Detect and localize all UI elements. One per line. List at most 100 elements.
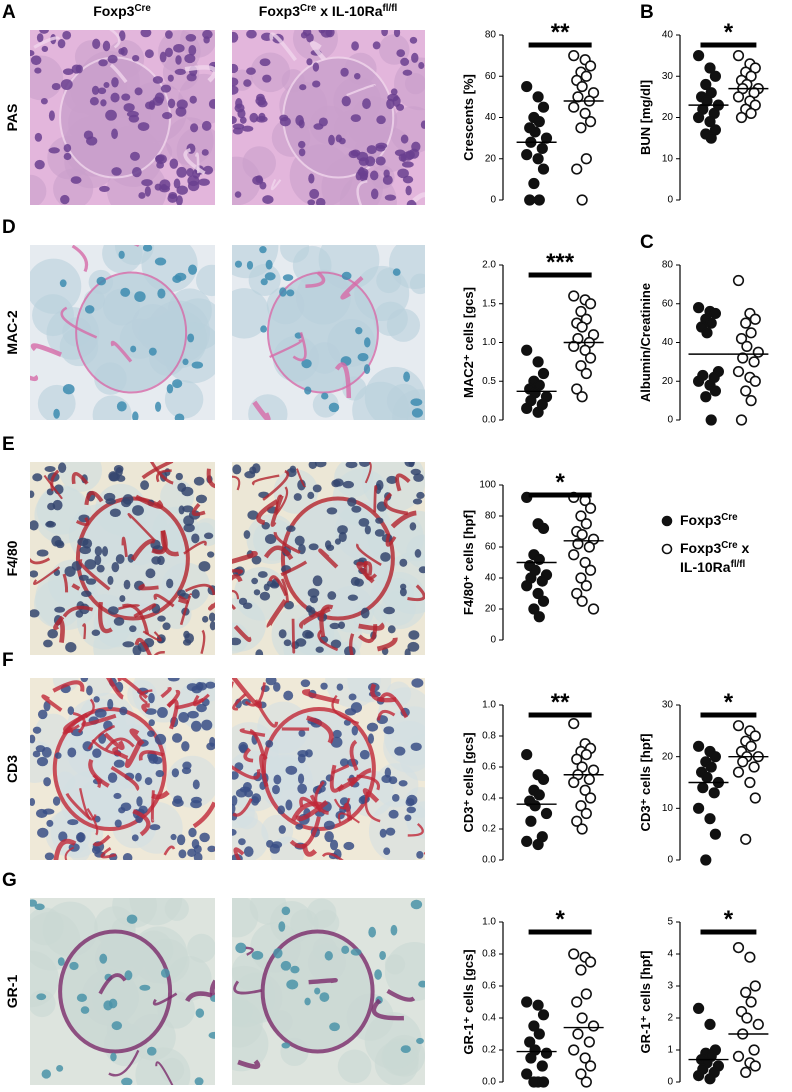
stain — [270, 495, 284, 527]
nucleus — [199, 832, 210, 843]
data-point — [584, 502, 597, 514]
data-point — [532, 91, 544, 103]
nucleus — [138, 192, 146, 199]
nucleus — [159, 51, 167, 63]
nucleus — [350, 948, 362, 956]
nucleus — [42, 808, 55, 815]
stain — [81, 623, 87, 640]
nucleus — [32, 750, 41, 758]
data-point — [532, 406, 544, 418]
nucleus — [414, 549, 422, 558]
nucleus — [409, 36, 418, 44]
stain — [346, 83, 376, 97]
nucleus — [368, 926, 377, 938]
text-part: x — [738, 540, 750, 556]
y-tick-label: 0.2 — [482, 1045, 496, 1056]
column-title: Foxp3Cre — [93, 3, 151, 20]
data-point — [700, 854, 712, 866]
nucleus — [64, 566, 76, 577]
nucleus — [181, 486, 194, 497]
nucleus — [305, 631, 314, 639]
data-point — [704, 813, 716, 825]
nucleus — [149, 824, 161, 831]
data-point — [532, 153, 544, 165]
stain — [306, 715, 334, 744]
nucleus — [362, 98, 371, 110]
stain — [259, 753, 269, 788]
nucleus — [381, 30, 388, 37]
data-point — [568, 50, 580, 62]
glomerulus — [75, 271, 188, 394]
stain — [183, 147, 206, 175]
nucleus — [123, 579, 131, 590]
row-label: F4/80 — [4, 540, 20, 576]
stain — [232, 475, 241, 491]
nucleus — [280, 960, 292, 971]
data-point — [737, 756, 749, 768]
nucleus — [416, 1037, 424, 1045]
nucleus — [41, 746, 52, 758]
nucleus — [374, 969, 382, 980]
text-part: Foxp3 — [259, 3, 300, 19]
nucleus — [357, 352, 369, 362]
nucleus — [286, 289, 295, 297]
y-tick-label: 5 — [667, 917, 673, 928]
y-tick-label: 0 — [667, 855, 673, 866]
stain — [63, 712, 89, 733]
nucleus — [155, 769, 164, 778]
nucleus — [113, 617, 125, 626]
nucleus — [351, 505, 362, 513]
data-point — [533, 789, 545, 801]
data-point — [579, 556, 591, 569]
stain — [183, 540, 207, 555]
data-point — [576, 321, 588, 333]
nucleus — [167, 74, 174, 82]
nucleus — [243, 846, 254, 857]
nucleus — [244, 789, 254, 798]
stain — [109, 30, 121, 49]
nucleus — [330, 639, 342, 649]
nucleus — [399, 587, 407, 597]
data-point — [532, 356, 544, 368]
nucleus — [185, 33, 197, 42]
data-point — [692, 302, 705, 314]
nucleus — [30, 50, 35, 57]
nucleus — [39, 30, 49, 34]
legend-marker — [661, 515, 673, 527]
data-point — [575, 964, 587, 976]
stain — [356, 774, 380, 791]
y-tick-label: 1.5 — [482, 298, 496, 309]
stain — [243, 747, 254, 763]
nucleus — [191, 589, 200, 599]
nucleus — [45, 521, 57, 528]
nucleus — [294, 535, 305, 546]
nucleus — [192, 779, 200, 790]
data-point — [708, 787, 720, 799]
nucleus — [354, 72, 361, 80]
data-point — [533, 611, 545, 623]
stain — [245, 946, 254, 956]
nucleus — [259, 591, 271, 601]
nucleus — [96, 564, 105, 573]
nucleus — [46, 819, 54, 827]
nucleus — [260, 278, 268, 286]
stain — [292, 331, 307, 362]
data-point — [529, 800, 541, 812]
data-point — [525, 815, 537, 827]
stain — [163, 845, 176, 856]
nucleus — [375, 142, 388, 149]
stain — [302, 843, 318, 857]
nucleus — [36, 756, 49, 767]
tissue — [166, 755, 215, 808]
nucleus — [164, 47, 173, 58]
nucleus — [235, 98, 243, 109]
data-point — [745, 740, 757, 752]
nucleus — [307, 199, 316, 205]
y-tick-label: 0.6 — [482, 762, 496, 773]
stain — [109, 63, 128, 84]
nucleus — [320, 682, 328, 690]
stain — [50, 469, 60, 492]
nucleus — [40, 97, 48, 105]
stain — [256, 499, 279, 525]
data-point — [709, 70, 722, 82]
